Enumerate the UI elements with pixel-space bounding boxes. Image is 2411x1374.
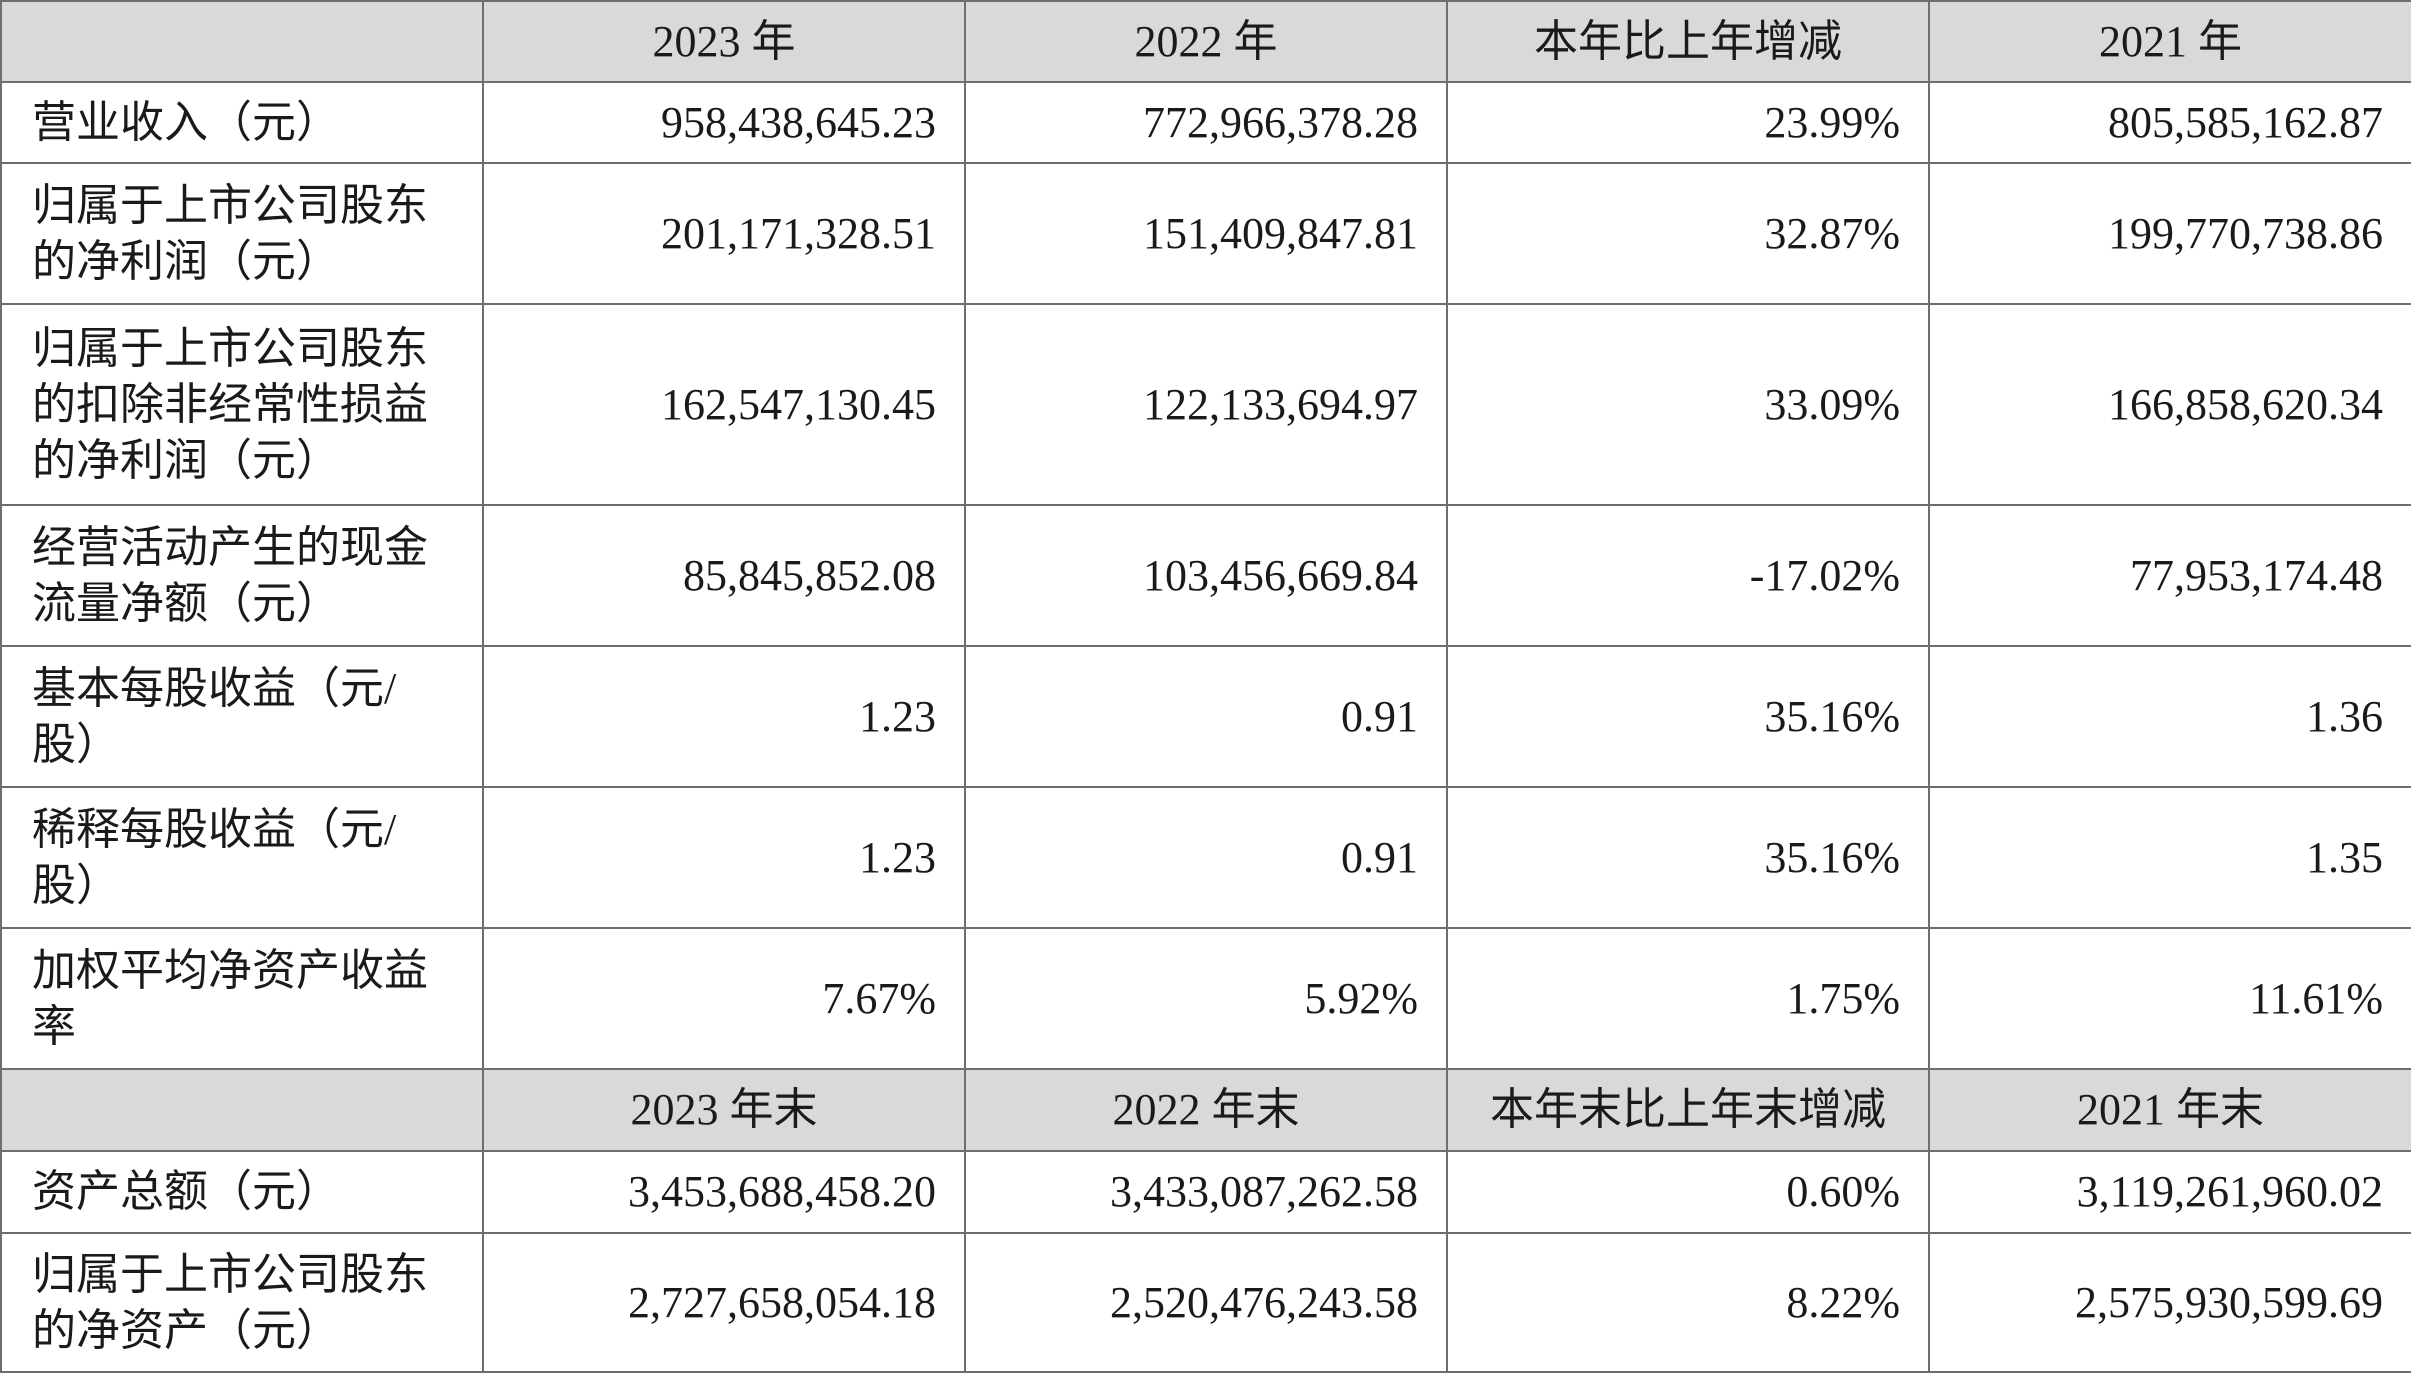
value-cell: 85,845,852.08 xyxy=(482,504,966,647)
header-cell-2022-end: 2022 年末 xyxy=(964,1068,1448,1152)
row-label: 资产总额（元） xyxy=(0,1150,484,1234)
value-cell: 122,133,694.97 xyxy=(964,303,1448,506)
table-header-row: 2023 年 2022 年 本年比上年增减 2021 年 xyxy=(0,0,2411,83)
row-label: 归属于上市公司股东 的净利润（元） xyxy=(0,162,484,305)
table-header-row-end-of-year: 2023 年末 2022 年末 本年末比上年末增减 2021 年末 xyxy=(0,1068,2411,1152)
value-cell: 166,858,620.34 xyxy=(1928,303,2411,506)
value-cell: 0.91 xyxy=(964,645,1448,788)
table-row: 营业收入（元） 958,438,645.23 772,966,378.28 23… xyxy=(0,81,2411,164)
value-cell: 1.23 xyxy=(482,786,966,929)
table-row: 资产总额（元） 3,453,688,458.20 3,433,087,262.5… xyxy=(0,1150,2411,1234)
header-cell-2023-end: 2023 年末 xyxy=(482,1068,966,1152)
table-row: 稀释每股收益（元/股） 1.23 0.91 35.16% 1.35 xyxy=(0,786,2411,929)
header-cell-change: 本年比上年增减 xyxy=(1446,0,1930,83)
value-cell: 2,520,476,243.58 xyxy=(964,1232,1448,1373)
row-label: 加权平均净资产收益率 xyxy=(0,927,484,1070)
row-label: 经营活动产生的现金 流量净额（元） xyxy=(0,504,484,647)
table-row: 基本每股收益（元/股） 1.23 0.91 35.16% 1.36 xyxy=(0,645,2411,788)
header-cell-change-end: 本年末比上年末增减 xyxy=(1446,1068,1930,1152)
value-cell: 162,547,130.45 xyxy=(482,303,966,506)
value-cell: 772,966,378.28 xyxy=(964,81,1448,164)
value-cell: 23.99% xyxy=(1446,81,1930,164)
value-cell: 35.16% xyxy=(1446,786,1930,929)
value-cell: 32.87% xyxy=(1446,162,1930,305)
value-cell: 7.67% xyxy=(482,927,966,1070)
value-cell: 0.60% xyxy=(1446,1150,1930,1234)
table-row: 归属于上市公司股东 的扣除非经常性损益 的净利润（元） 162,547,130.45… xyxy=(0,303,2411,506)
value-cell: 33.09% xyxy=(1446,303,1930,506)
table-row: 归属于上市公司股东 的净利润（元） 201,171,328.51 151,409,… xyxy=(0,162,2411,305)
row-label: 营业收入（元） xyxy=(0,81,484,164)
header-cell-2021: 2021 年 xyxy=(1928,0,2411,83)
value-cell: 3,453,688,458.20 xyxy=(482,1150,966,1234)
value-cell: -17.02% xyxy=(1446,504,1930,647)
header-cell-2022: 2022 年 xyxy=(964,0,1448,83)
table-row: 归属于上市公司股东 的净资产（元） 2,727,658,054.18 2,520,… xyxy=(0,1232,2411,1373)
value-cell: 201,171,328.51 xyxy=(482,162,966,305)
value-cell: 11.61% xyxy=(1928,927,2411,1070)
value-cell: 151,409,847.81 xyxy=(964,162,1448,305)
header-cell-2021-end: 2021 年末 xyxy=(1928,1068,2411,1152)
value-cell: 8.22% xyxy=(1446,1232,1930,1373)
value-cell: 805,585,162.87 xyxy=(1928,81,2411,164)
value-cell: 77,953,174.48 xyxy=(1928,504,2411,647)
value-cell: 1.36 xyxy=(1928,645,2411,788)
value-cell: 35.16% xyxy=(1446,645,1930,788)
value-cell: 199,770,738.86 xyxy=(1928,162,2411,305)
table-row: 加权平均净资产收益率 7.67% 5.92% 1.75% 11.61% xyxy=(0,927,2411,1070)
value-cell: 3,119,261,960.02 xyxy=(1928,1150,2411,1234)
row-label: 归属于上市公司股东 的净资产（元） xyxy=(0,1232,484,1373)
table-row: 经营活动产生的现金 流量净额（元） 85,845,852.08 103,456,6… xyxy=(0,504,2411,647)
value-cell: 103,456,669.84 xyxy=(964,504,1448,647)
value-cell: 3,433,087,262.58 xyxy=(964,1150,1448,1234)
row-label: 稀释每股收益（元/股） xyxy=(0,786,484,929)
row-label: 归属于上市公司股东 的扣除非经常性损益 的净利润（元） xyxy=(0,303,484,506)
row-label: 基本每股收益（元/股） xyxy=(0,645,484,788)
header-cell-blank xyxy=(0,1068,484,1152)
value-cell: 0.91 xyxy=(964,786,1448,929)
value-cell: 1.23 xyxy=(482,645,966,788)
value-cell: 5.92% xyxy=(964,927,1448,1070)
value-cell: 958,438,645.23 xyxy=(482,81,966,164)
value-cell: 1.35 xyxy=(1928,786,2411,929)
header-cell-blank xyxy=(0,0,484,83)
value-cell: 2,575,930,599.69 xyxy=(1928,1232,2411,1373)
value-cell: 2,727,658,054.18 xyxy=(482,1232,966,1373)
value-cell: 1.75% xyxy=(1446,927,1930,1070)
header-cell-2023: 2023 年 xyxy=(482,0,966,83)
